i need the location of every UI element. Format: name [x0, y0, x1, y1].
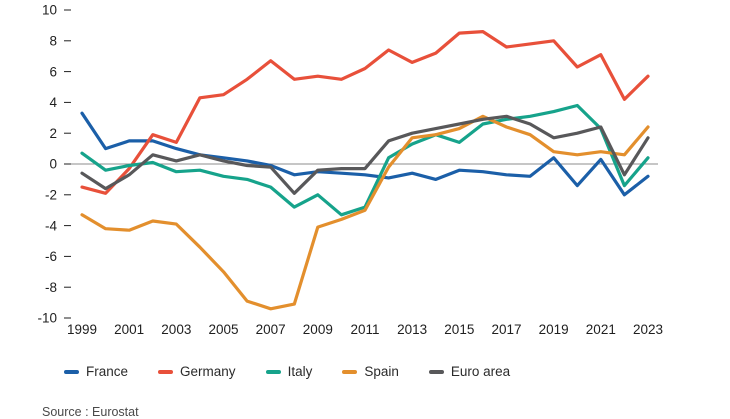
legend-label-spain: Spain	[364, 364, 399, 380]
legend-label-euro-area: Euro area	[450, 364, 511, 380]
y-axis-label: -10	[37, 311, 57, 326]
x-axis-label: 2011	[350, 322, 379, 337]
series-line-germany	[80, 30, 650, 195]
x-axis-label: 2005	[208, 322, 238, 337]
source-note: Source : Eurostat	[42, 405, 139, 419]
legend-item-germany: Germany	[158, 365, 236, 379]
y-axis-label: -4	[45, 218, 57, 233]
x-axis-label: 2023	[633, 322, 663, 337]
x-axis-label: 2021	[586, 322, 616, 337]
chart-screenshot: { "chart_data": { "type": "line", "x": […	[37, 2, 664, 419]
y-axis-label: 4	[49, 95, 57, 110]
legend-swatch-euro-area	[428, 370, 444, 374]
y-axis-label: 10	[42, 3, 57, 18]
x-axis-label: 2009	[303, 322, 333, 337]
chart-legend: France Germany Italy Spain Euro area	[64, 362, 510, 382]
series-line-france	[80, 111, 650, 197]
legend-label-germany: Germany	[180, 364, 236, 380]
series-line-euro-area	[80, 114, 650, 195]
x-axis-label: 2015	[444, 322, 474, 337]
series-line-spain	[80, 114, 650, 311]
y-axis-label: -6	[45, 249, 57, 264]
legend-item-italy: Italy	[265, 364, 313, 380]
legend-item-euro-area: Euro area	[428, 364, 511, 380]
y-axis-label: -2	[45, 188, 57, 203]
x-axis-label: 2019	[539, 322, 569, 337]
x-axis-label: 2017	[491, 322, 521, 337]
legend-swatch-germany	[158, 370, 174, 374]
legend-label-italy: Italy	[287, 364, 313, 380]
legend-swatch-spain	[342, 370, 358, 374]
x-axis-label: 2001	[114, 322, 144, 337]
y-axis-label: 0	[49, 157, 57, 172]
y-axis-label: 8	[49, 34, 57, 49]
legend-item-spain: Spain	[342, 365, 399, 379]
y-axis-label: 6	[49, 64, 57, 79]
x-axis-label: 1999	[67, 322, 97, 337]
y-axis-label: 2	[49, 126, 57, 141]
series-line-italy	[80, 103, 650, 217]
x-axis-label: 2007	[256, 322, 286, 337]
legend-swatch-france	[64, 370, 79, 374]
y-axis-label: -8	[45, 280, 57, 295]
legend-label-france: France	[86, 364, 129, 380]
x-axis-label: 2013	[397, 322, 427, 337]
legend-swatch-italy	[265, 370, 281, 374]
x-axis-label: 2003	[161, 322, 191, 337]
legend-item-france: France	[64, 365, 128, 379]
line-chart: 10 8 6 4 2 0 -2 -4 -6 -8 -10 1999 2001 2003 2005 2007 20…	[37, 3, 663, 337]
